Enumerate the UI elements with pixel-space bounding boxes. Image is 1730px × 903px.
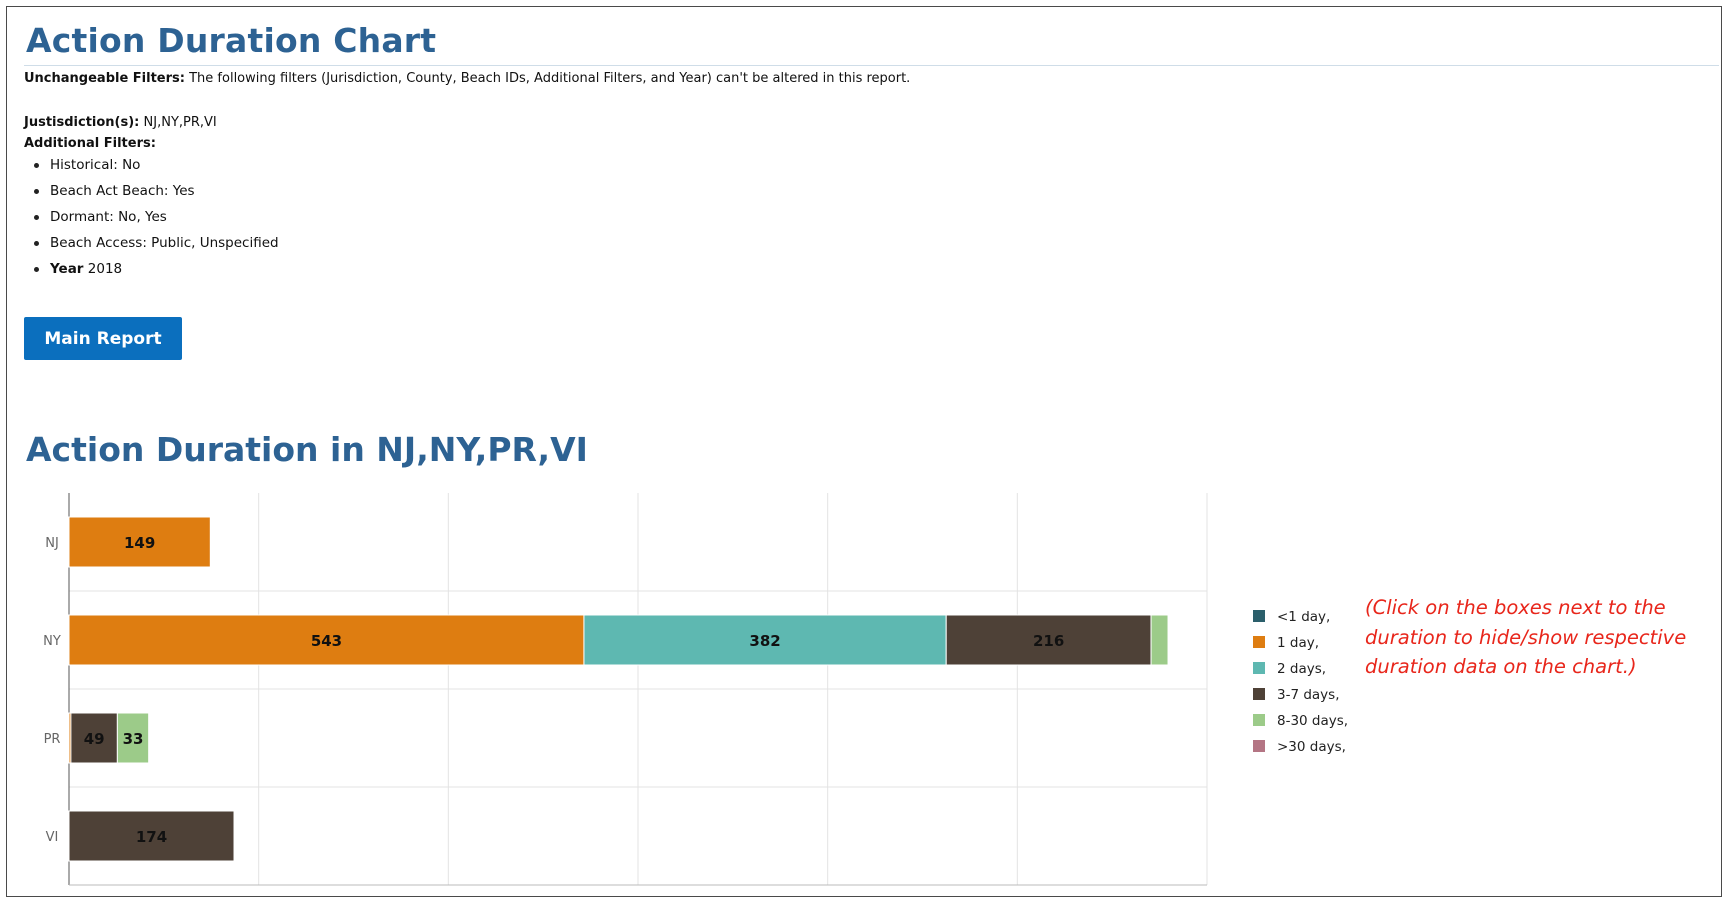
additional-filters-label: Additional Filters: — [24, 136, 156, 151]
filter-item-dormant: Dormant: No, Yes — [24, 204, 279, 230]
additional-filters-list: Historical: No Beach Act Beach: Yes Dorm… — [24, 152, 279, 282]
year-label: Year — [50, 261, 84, 277]
category-label-ny: NY — [43, 634, 61, 649]
data-label: 174 — [136, 828, 167, 846]
year-value: 2018 — [83, 261, 123, 277]
chart-title: Action Duration in NJ,NY,PR,VI — [26, 430, 588, 469]
jurisdiction-line: Justisdiction(s): NJ,NY,PR,VI — [24, 115, 217, 130]
legend-instruction-note: (Click on the boxes next to the duration… — [1365, 596, 1687, 678]
legend-label-lt-1-day[interactable]: <1 day, — [1277, 609, 1330, 625]
bar-pr-3-7-days[interactable] — [70, 712, 118, 764]
category-label-nj: NJ — [45, 536, 59, 551]
data-label: 149 — [124, 534, 155, 552]
jurisdiction-label: Justisdiction(s): — [24, 115, 140, 130]
legend-swatch-1-day[interactable] — [1253, 636, 1265, 648]
data-label: 49 — [84, 730, 105, 748]
unchangeable-filters-text: The following filters (Jurisdiction, Cou… — [184, 71, 911, 86]
bar-vi-3-7-days[interactable] — [68, 810, 235, 862]
bar-ny-2-days[interactable] — [583, 614, 947, 666]
legend-label-8-30-days[interactable]: 8-30 days, — [1277, 713, 1348, 729]
data-label: 543 — [311, 632, 342, 650]
filter-item-beach-access: Beach Access: Public, Unspecified — [24, 230, 279, 256]
report-frame: Action Duration Chart Unchangeable Filte… — [6, 6, 1722, 897]
data-label: 382 — [749, 632, 780, 650]
legend-swatch-lt-1-day[interactable] — [1253, 610, 1265, 622]
title-divider — [24, 65, 1719, 66]
legend-swatch-8-30-days[interactable] — [1253, 714, 1265, 726]
bar-nj-1-day[interactable] — [68, 516, 211, 568]
main-report-button[interactable]: Main Report — [24, 317, 182, 360]
category-label-vi: VI — [46, 830, 59, 845]
legend-label-3-7-days[interactable]: 3-7 days, — [1277, 687, 1340, 703]
filter-item-historical: Historical: No — [24, 152, 279, 178]
bar-ny-3-7-days[interactable] — [945, 614, 1152, 666]
data-label: 216 — [1033, 632, 1064, 650]
unchangeable-filters-note: Unchangeable Filters: The following filt… — [24, 71, 910, 86]
legend-swatch-2-days[interactable] — [1253, 662, 1265, 674]
action-duration-chart: 02004006008001,0001,200NJNYPRVI149543382… — [43, 493, 1348, 886]
bar-pr-8-30-days[interactable] — [116, 712, 150, 764]
bar-ny-gt-30-days[interactable] — [1167, 614, 1170, 666]
jurisdiction-value: NJ,NY,PR,VI — [139, 115, 217, 130]
legend-label-2-days[interactable]: 2 days, — [1277, 661, 1326, 677]
filter-item-year: Year 2018 — [24, 256, 279, 282]
bar-ny-8-30-days[interactable] — [1150, 614, 1169, 666]
data-label: 33 — [123, 730, 144, 748]
filter-item-beach-act-beach: Beach Act Beach: Yes — [24, 178, 279, 204]
category-label-pr: PR — [44, 732, 61, 747]
legend-label-gt-30-days[interactable]: >30 days, — [1277, 739, 1346, 755]
legend-label-1-day[interactable]: 1 day, — [1277, 635, 1319, 651]
page-title: Action Duration Chart — [26, 21, 437, 60]
legend-swatch-3-7-days[interactable] — [1253, 688, 1265, 700]
bar-ny-1-day[interactable] — [68, 614, 585, 666]
unchangeable-filters-label: Unchangeable Filters: — [24, 71, 185, 86]
legend-swatch-gt-30-days[interactable] — [1253, 740, 1265, 752]
